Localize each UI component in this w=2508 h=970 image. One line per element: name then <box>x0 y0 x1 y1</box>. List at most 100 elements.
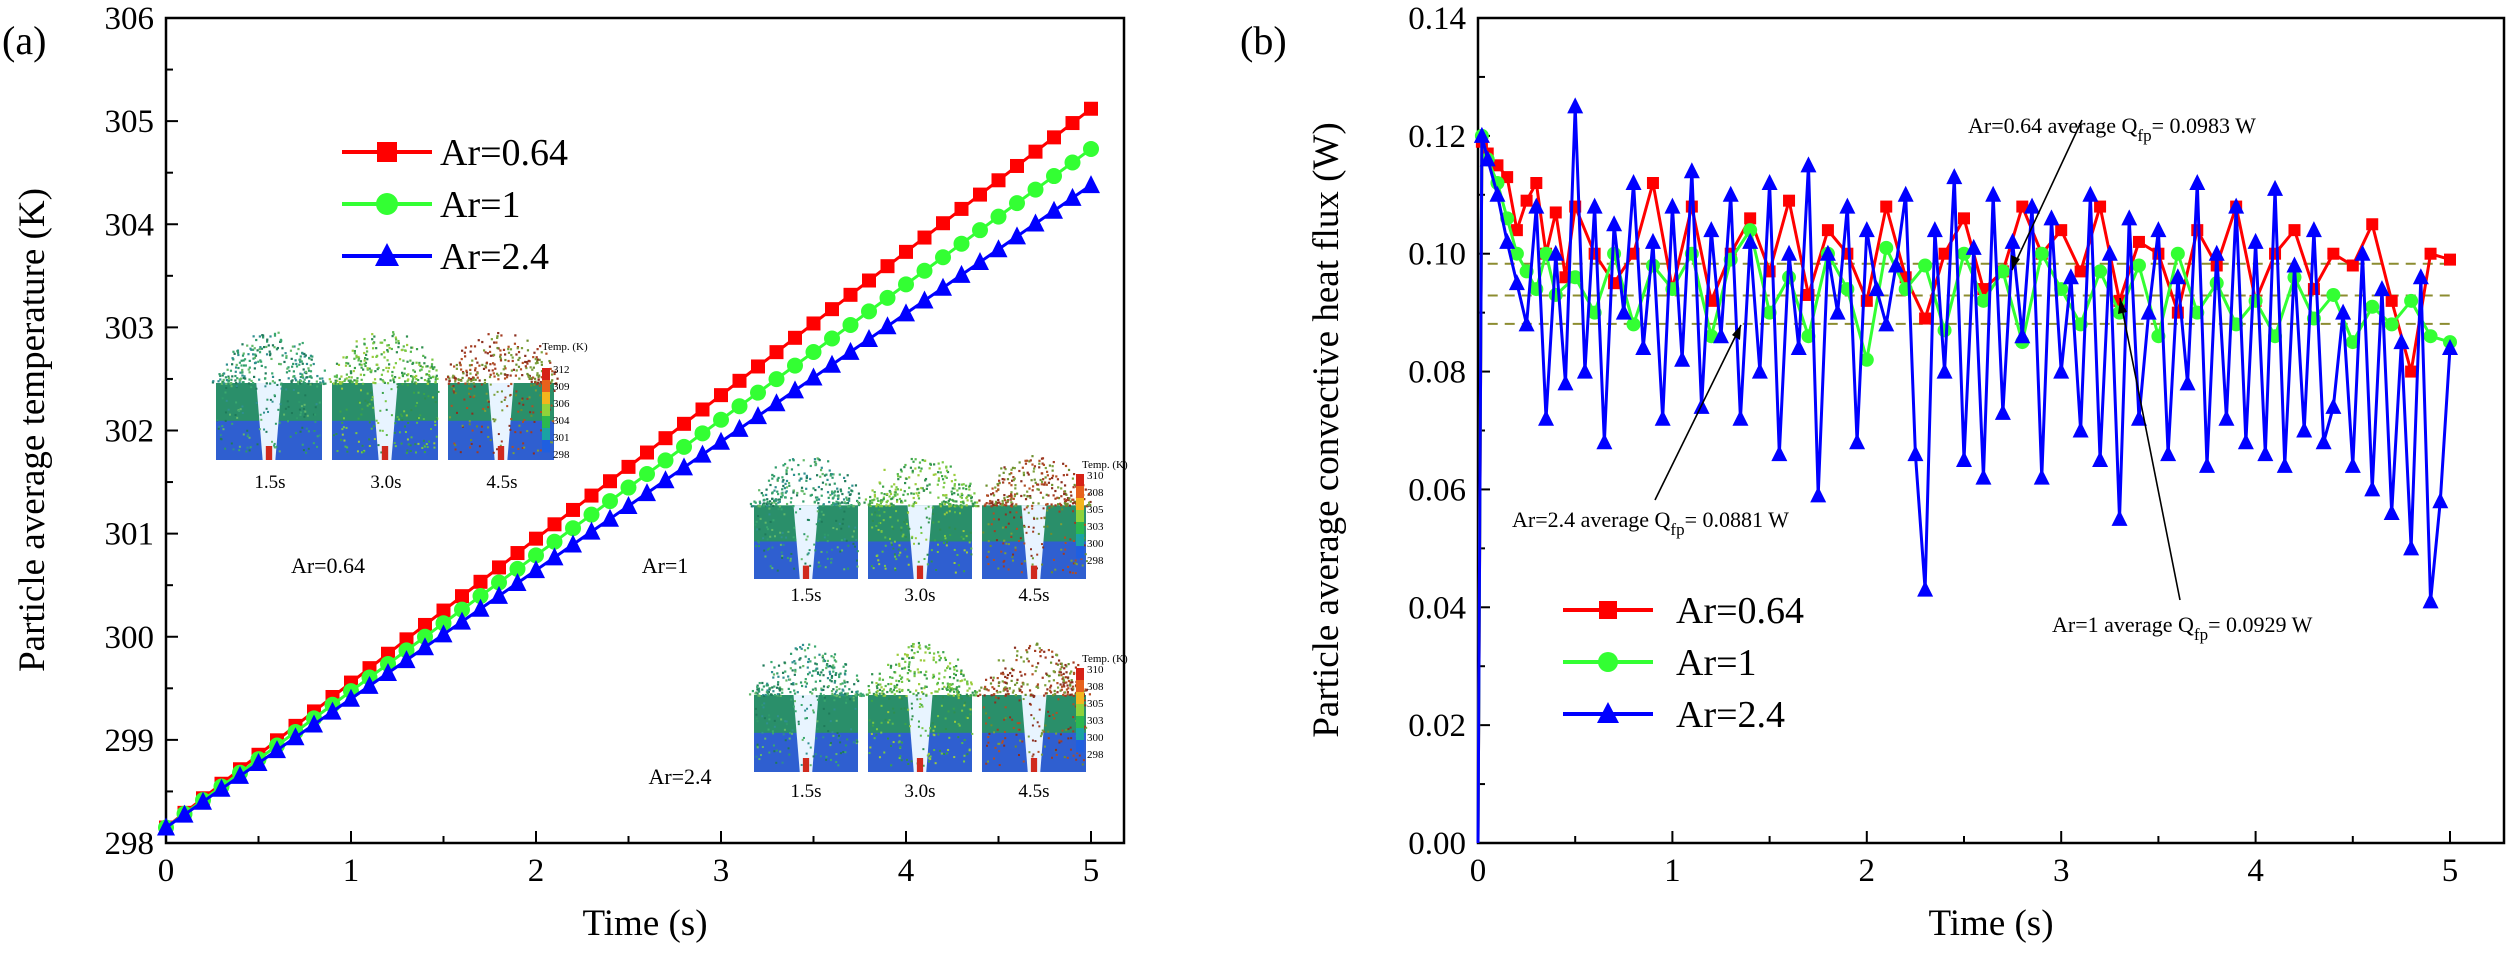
particle <box>1069 726 1072 729</box>
particle <box>1004 686 1007 689</box>
particle <box>309 364 312 367</box>
particle <box>255 338 258 342</box>
particle <box>1022 698 1025 701</box>
particle <box>956 693 959 696</box>
particle <box>520 399 523 402</box>
particle <box>984 678 988 681</box>
particle <box>913 674 916 678</box>
colorbar-tick: 306 <box>553 398 570 410</box>
particle <box>995 539 998 542</box>
particle <box>232 350 235 353</box>
data-point-triangle <box>878 316 897 335</box>
particle <box>218 425 221 428</box>
particle <box>1060 495 1063 498</box>
snapshot-label-ar24: Ar=2.4 <box>648 764 711 789</box>
particle <box>875 694 879 697</box>
particle <box>903 653 907 656</box>
data-point-triangle <box>749 406 767 425</box>
snapshot-inlet <box>916 758 924 772</box>
particle <box>806 518 809 521</box>
particle <box>1084 725 1087 728</box>
particle <box>822 685 826 688</box>
particle <box>1027 735 1030 738</box>
particle <box>757 504 761 507</box>
particle <box>771 477 774 480</box>
particle <box>1078 754 1081 757</box>
particle <box>762 503 765 507</box>
particle <box>937 477 941 480</box>
particle <box>804 562 807 565</box>
particle <box>933 734 936 737</box>
particle <box>822 736 825 739</box>
particle <box>828 712 831 715</box>
particle <box>962 530 965 533</box>
data-point-triangle <box>1868 280 1885 297</box>
particle <box>833 503 836 506</box>
particle <box>794 539 797 542</box>
particle <box>349 379 352 382</box>
particle <box>879 502 883 505</box>
particle <box>854 707 857 710</box>
particle <box>419 364 422 368</box>
data-point-square <box>529 531 543 546</box>
particle <box>776 569 779 572</box>
particle <box>266 398 269 401</box>
particle <box>526 339 529 342</box>
data-point-triangle <box>2422 592 2439 609</box>
particle <box>816 506 819 509</box>
particle <box>273 442 276 445</box>
particle <box>838 673 841 676</box>
particle <box>1016 678 1019 681</box>
data-point-square <box>2288 224 2301 237</box>
particle <box>396 416 399 419</box>
particle <box>506 405 509 408</box>
particle <box>996 691 999 694</box>
particle <box>362 368 365 371</box>
data-point-triangle <box>2130 409 2147 426</box>
particle <box>835 500 838 503</box>
particle <box>973 501 977 504</box>
particle <box>856 690 859 693</box>
particle <box>797 723 800 726</box>
particle <box>929 727 932 730</box>
particle <box>489 363 492 366</box>
particle <box>815 663 818 666</box>
particle <box>938 672 941 675</box>
particle <box>897 478 900 481</box>
particle <box>946 470 950 474</box>
particle <box>960 506 963 509</box>
data-point-square <box>862 273 876 288</box>
particle <box>807 658 810 661</box>
particle <box>955 686 959 689</box>
particle <box>409 444 412 447</box>
particle <box>878 678 881 681</box>
data-point-circle <box>417 628 433 645</box>
y-tick-label: 305 <box>105 104 155 140</box>
particle <box>239 377 243 380</box>
particle <box>878 514 881 517</box>
particle <box>936 690 939 693</box>
particle <box>883 751 886 754</box>
particle <box>910 645 913 648</box>
particle <box>517 358 520 362</box>
data-point-square <box>1028 144 1043 159</box>
particle <box>422 439 425 442</box>
data-point-triangle <box>971 252 989 271</box>
particle <box>792 473 796 476</box>
particle <box>941 687 944 690</box>
particle <box>1007 692 1010 696</box>
particle <box>241 405 244 408</box>
particle <box>845 502 848 505</box>
particle <box>898 497 902 501</box>
particle <box>1028 702 1031 705</box>
particle <box>943 541 946 544</box>
particle <box>452 374 455 377</box>
particle <box>1002 542 1005 545</box>
particle <box>1051 655 1054 659</box>
particle <box>901 501 904 504</box>
particle <box>763 717 766 720</box>
particle <box>1012 479 1015 482</box>
particle <box>884 718 887 721</box>
particle <box>776 478 779 481</box>
